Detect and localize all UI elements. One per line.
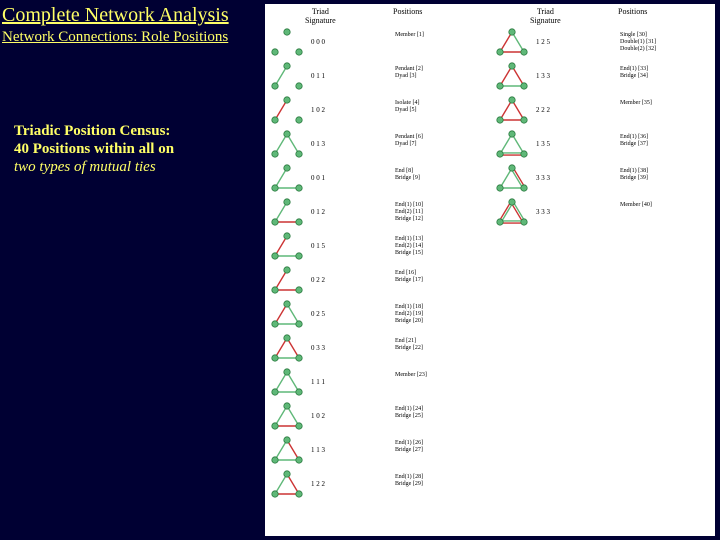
position-labels: End(1) [18] End(2) [19] Bridge [20] — [395, 304, 423, 325]
triad-diagram — [495, 96, 529, 124]
triad-signature: 0 2 5 — [311, 310, 325, 318]
triad-diagram — [495, 62, 529, 90]
triad-signature: 1 1 3 — [311, 446, 325, 454]
triad-diagram — [495, 28, 529, 56]
census-row: 1 3 3 End(1) [33] Bridge [34] — [265, 60, 715, 94]
triad-diagram — [270, 470, 304, 498]
triad-signature: 1 2 2 — [311, 480, 325, 488]
triad-signature: 1 3 5 — [536, 140, 550, 148]
triad-signature: 0 3 3 — [311, 344, 325, 352]
census-row: 1 2 2 End(1) [28] Bridge [29] — [265, 468, 715, 502]
position-labels: End(1) [28] Bridge [29] — [395, 474, 423, 488]
triad-diagram — [270, 402, 304, 430]
slide-title: Complete Network Analysis — [2, 4, 250, 27]
triad-signature: 3 3 3 — [536, 208, 550, 216]
desc-line-1: Triadic Position Census: — [14, 122, 174, 140]
text-panel: Complete Network Analysis Network Connec… — [0, 0, 250, 46]
triad-signature: 1 1 1 — [311, 378, 325, 386]
census-row: 1 1 3 End(1) [26] Bridge [27] — [265, 434, 715, 468]
triad-signature: 0 2 2 — [311, 276, 325, 284]
census-row: 3 3 3 Member [40] — [265, 196, 715, 230]
position-labels: End [21] Bridge [22] — [395, 338, 423, 352]
triad-census-chart: Triad Signature Positions Triad Signature P… — [265, 4, 715, 536]
census-row: 1 3 5 End(1) [36] Bridge [37] — [265, 128, 715, 162]
slide-subtitle: Network Connections: Role Positions — [2, 29, 250, 46]
triad-diagram — [270, 368, 304, 396]
position-labels: End(1) [33] Bridge [34] — [620, 66, 648, 80]
position-labels: End(1) [38] Bridge [39] — [620, 168, 648, 182]
desc-line-2: 40 Positions within all on — [14, 140, 174, 158]
position-labels: Member [40] — [620, 202, 652, 209]
col1-pos-header: Positions — [393, 8, 422, 17]
census-row: 1 0 2 End(1) [24] Bridge [25] — [265, 400, 715, 434]
census-row: 0 3 3 End [21] Bridge [22] — [265, 332, 715, 366]
position-labels: End(1) [13] End(2) [14] Bridge [15] — [395, 236, 423, 257]
census-row: 1 1 1 Member [23] — [265, 366, 715, 400]
position-labels: End(1) [36] Bridge [37] — [620, 134, 648, 148]
triad-signature: 0 1 5 — [311, 242, 325, 250]
position-labels: Member [23] — [395, 372, 427, 379]
census-row: 0 2 2 End [16] Bridge [17] — [265, 264, 715, 298]
position-labels: End(1) [24] Bridge [25] — [395, 406, 423, 420]
triad-diagram — [270, 232, 304, 260]
triad-diagram — [270, 266, 304, 294]
census-row: 0 1 5 End(1) [13] End(2) [14] Bridge [15] — [265, 230, 715, 264]
triad-diagram — [495, 164, 529, 192]
census-row: 2 2 2 Member [35] — [265, 94, 715, 128]
col2-pos-header: Positions — [618, 8, 647, 17]
position-labels: End(1) [26] Bridge [27] — [395, 440, 423, 454]
desc-line-3: two types of mutual ties — [14, 158, 174, 176]
position-labels: End [16] Bridge [17] — [395, 270, 423, 284]
col1-sig-header: Triad Signature — [305, 8, 336, 26]
triad-signature: 1 2 5 — [536, 38, 550, 46]
position-labels: Single [30] Double(1) [31] Double(2) [32… — [620, 32, 656, 53]
position-labels: Member [35] — [620, 100, 652, 107]
census-row: 0 2 5 End(1) [18] End(2) [19] Bridge [20] — [265, 298, 715, 332]
census-row: 3 3 3 End(1) [38] Bridge [39] — [265, 162, 715, 196]
col2-sig-header: Triad Signature — [530, 8, 561, 26]
triad-signature: 3 3 3 — [536, 174, 550, 182]
census-row: 1 2 5 Single [30] Double(1) [31] Double(2… — [265, 26, 715, 60]
triad-diagram — [495, 130, 529, 158]
triad-signature: 1 3 3 — [536, 72, 550, 80]
description: Triadic Position Census: 40 Positions wi… — [14, 122, 174, 176]
triad-diagram — [270, 436, 304, 464]
triad-diagram — [270, 334, 304, 362]
triad-diagram — [270, 300, 304, 328]
triad-signature: 1 0 2 — [311, 412, 325, 420]
triad-signature: 2 2 2 — [536, 106, 550, 114]
triad-diagram — [495, 198, 529, 226]
